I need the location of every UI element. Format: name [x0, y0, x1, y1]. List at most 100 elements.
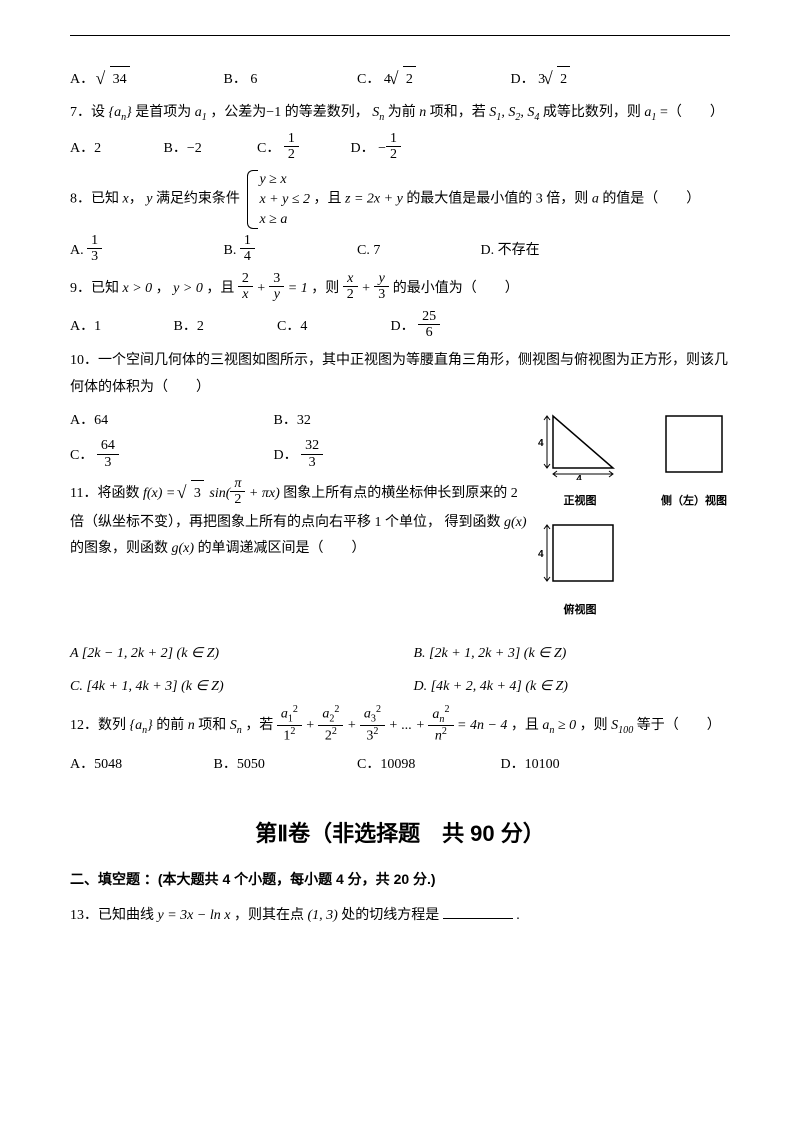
text: 8．已知: [70, 192, 123, 207]
math-expr: x2 + y3: [343, 281, 393, 296]
fraction-icon: a2222: [318, 704, 343, 744]
label: D．: [391, 314, 415, 341]
den: 6: [418, 325, 440, 340]
den: 3: [97, 455, 119, 470]
q11-optD: D. [4k + 2, 4k + 4] (k ∈ Z): [414, 674, 568, 701]
q9-optB: B．2: [174, 314, 274, 341]
text: ，公差为−1 的等差数列，: [210, 105, 368, 120]
q9-optC: C．4: [277, 314, 387, 341]
math-n: n: [419, 105, 426, 120]
den: 3: [87, 249, 102, 264]
text: 项和，若: [430, 105, 490, 120]
math-ygt0: y > 0: [173, 281, 203, 296]
fraction-icon: 14: [240, 233, 255, 265]
q13-stem: 13．已知曲线 y = 3x − ln x ，则其在点 (1, 3) 处的切线方…: [70, 903, 730, 930]
section-title: 第Ⅱ卷（非选择题 共 90 分）: [70, 813, 730, 855]
math-sum: a1212 + a2222 + a3232 + ... + an2n2 = 4n…: [277, 718, 511, 733]
label: C．: [357, 67, 380, 94]
fraction-icon: y3: [374, 271, 389, 303]
math-fx: f(x) = 3 sin(π2 + πx): [143, 486, 283, 501]
math-a1: a1: [195, 105, 207, 120]
fraction-icon: a3232: [360, 704, 385, 744]
q7-optB: B．−2: [164, 136, 254, 163]
fraction-icon: 643: [97, 438, 119, 470]
fraction-icon: 12: [284, 131, 299, 163]
fraction-icon: π2: [230, 476, 245, 508]
den: 4: [240, 249, 255, 264]
value: 6: [250, 67, 257, 94]
den: 2: [284, 147, 299, 162]
sqrt-icon: 2: [391, 66, 418, 94]
q10-optB: B．32: [274, 408, 311, 435]
math-Sn: Sn: [230, 718, 242, 733]
q8-optD: D. 不存在: [481, 238, 540, 265]
text: 的值是（ ）: [602, 192, 700, 207]
num: 1: [87, 233, 102, 249]
dim-v2: 4: [538, 549, 544, 560]
num: 64: [97, 438, 119, 454]
text: ，且: [206, 281, 238, 296]
q12-optA: A．5048: [70, 752, 210, 779]
math-Sn: Sn: [372, 105, 384, 120]
front-view-svg: 4 4: [535, 408, 625, 480]
math-point: (1, 3): [307, 908, 337, 923]
text: 的图象，则函数: [70, 541, 172, 556]
math-a: a: [592, 192, 599, 207]
q12-optD: D．10100: [501, 752, 560, 779]
caption-side: 侧（左）视图: [658, 491, 730, 512]
text: 12．数列: [70, 718, 126, 733]
text: 满足约束条件: [156, 192, 240, 207]
math-n: n: [188, 718, 195, 733]
q9-optA: A．1: [70, 314, 170, 341]
q8-optB: B. 14: [224, 235, 354, 267]
math-xgt0: x > 0: [123, 281, 153, 296]
t: ，: [156, 281, 170, 296]
caption-top: 俯视图: [535, 600, 625, 621]
text: 为前: [388, 105, 420, 120]
text: ，则: [580, 718, 612, 733]
math-y: y: [146, 192, 152, 207]
q6-optC: C． 42: [357, 66, 507, 94]
q12-options: A．5048 B．5050 C．10098 D．10100: [70, 752, 730, 779]
case3: x ≥ a: [259, 210, 310, 230]
label: A．: [70, 67, 94, 94]
figure-row-top: 4 4 正视图 侧（左）视图: [535, 408, 730, 512]
q6-optB: B． 6: [224, 67, 354, 94]
radicand: 2: [557, 66, 570, 94]
num: 25: [418, 309, 440, 325]
math-curve: y = 3x − ln x: [158, 908, 231, 923]
side-view-group: 侧（左）视图: [658, 408, 730, 512]
text: 项和: [198, 718, 230, 733]
math-gx2: g(x): [172, 541, 195, 556]
label: D．: [274, 443, 298, 470]
cases-icon: y ≥ x x + y ≤ 2 x ≥ a: [243, 170, 310, 229]
text: 的最小值为（ ）: [393, 281, 519, 296]
text: 等于（ ）: [637, 718, 721, 733]
blank: =（ ）: [660, 105, 724, 120]
dim-v: 4: [538, 438, 544, 449]
sqrt-icon: 2: [545, 66, 572, 94]
label: C．: [257, 136, 280, 163]
q9-options: A．1 B．2 C．4 D． 256: [70, 311, 730, 343]
fraction-icon: 3y: [269, 271, 284, 303]
fraction-icon: 256: [418, 309, 440, 341]
top-view-svg: 4: [535, 517, 625, 589]
text: ，且: [314, 192, 346, 207]
math-cond: 2x + 3y = 1: [238, 281, 311, 296]
num: 1: [284, 131, 299, 147]
fraction-icon: 13: [87, 233, 102, 265]
q7-optD: D． −12: [351, 133, 402, 165]
text: 7．设: [70, 105, 105, 120]
math-z: z = 2x + y: [345, 192, 403, 207]
case1: y ≥ x: [259, 170, 310, 190]
q12-optB: B．5050: [214, 752, 354, 779]
text: ，则: [311, 281, 343, 296]
q9-optD: D． 256: [391, 311, 441, 343]
case2: x + y ≤ 2: [259, 190, 310, 210]
q7-stem: 7．设 {an} 是首项为 a1 ，公差为−1 的等差数列， Sn 为前 n 项…: [70, 100, 730, 127]
caption-front: 正视图: [535, 491, 625, 512]
label: C．: [70, 443, 93, 470]
q8-stem: 8．已知 x， y 满足约束条件 y ≥ x x + y ≤ 2 x ≥ a ，…: [70, 170, 730, 229]
q11-options-cd: C. [4k + 1, 4k + 3] (k ∈ Z) D. [4k + 2, …: [70, 674, 730, 701]
num: 1: [386, 131, 401, 147]
